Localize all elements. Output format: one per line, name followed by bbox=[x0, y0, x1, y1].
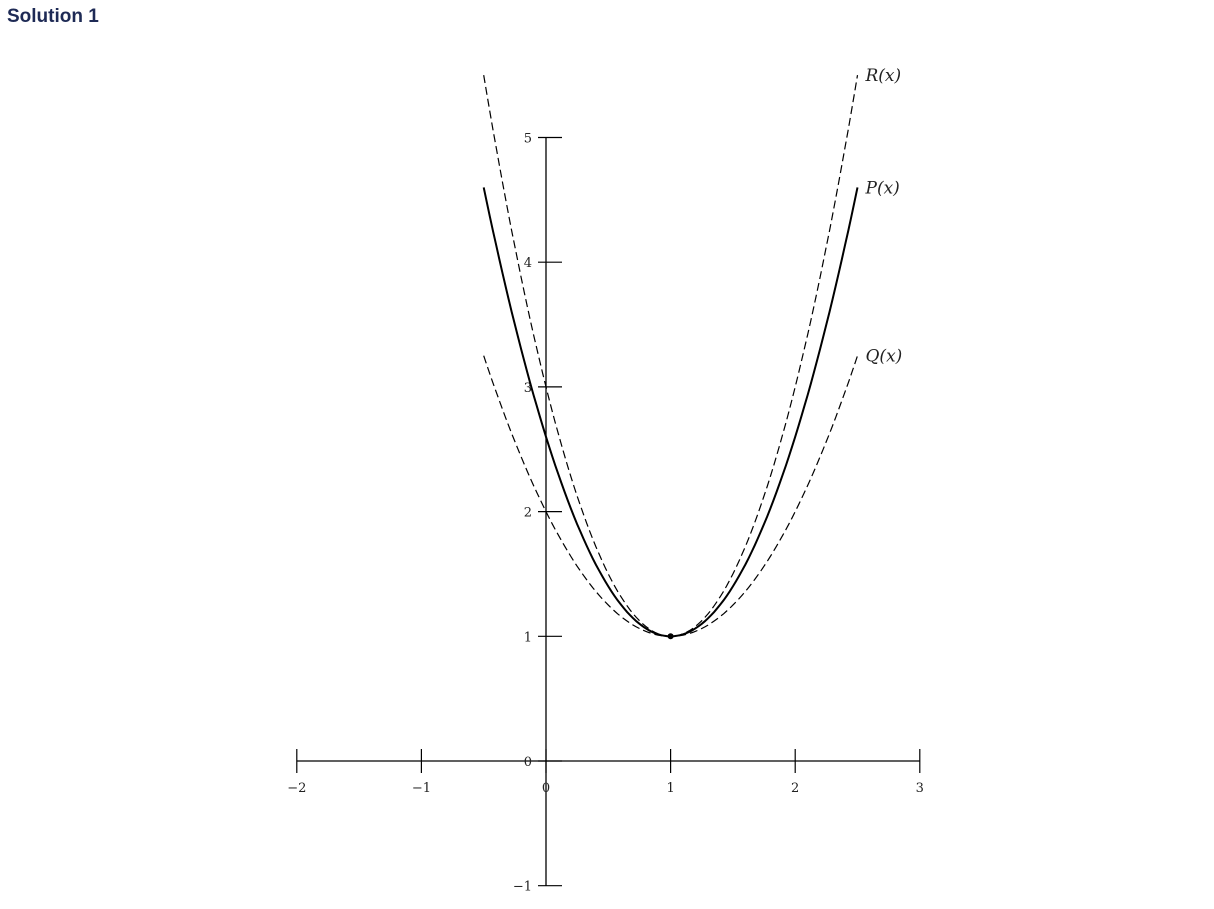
curve-label: R(x) bbox=[865, 66, 902, 86]
y-tick-label: 4 bbox=[524, 256, 532, 271]
x-tick-label: 0 bbox=[542, 781, 550, 796]
x-tick-label: 3 bbox=[916, 781, 924, 796]
y-tick-label: −1 bbox=[513, 880, 532, 895]
vertex-point bbox=[667, 633, 674, 640]
y-tick-label: 1 bbox=[524, 630, 532, 645]
y-tick-label: 5 bbox=[524, 132, 532, 147]
curve-r bbox=[483, 75, 859, 637]
x-tick-label: 2 bbox=[791, 781, 799, 796]
y-tick-label: 0 bbox=[524, 755, 532, 770]
curve-label: P(x) bbox=[865, 178, 900, 198]
y-tick-label: 2 bbox=[524, 506, 532, 521]
curve-q bbox=[483, 355, 859, 637]
x-tick-label: −2 bbox=[287, 781, 306, 796]
y-tick-label: 3 bbox=[524, 381, 532, 396]
curve-label: Q(x) bbox=[866, 347, 903, 367]
curve-p bbox=[482, 187, 859, 638]
x-tick-label: 1 bbox=[666, 781, 674, 796]
solution-title: Solution 1 bbox=[7, 6, 99, 27]
x-tick-label: −1 bbox=[412, 781, 431, 796]
